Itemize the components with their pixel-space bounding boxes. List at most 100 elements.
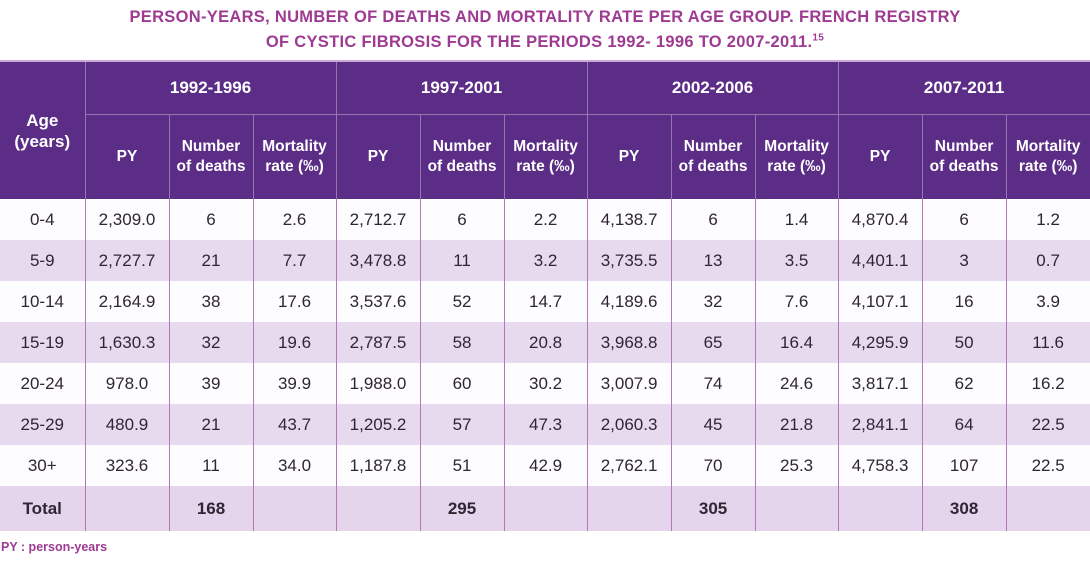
cell-deaths: 32 <box>670 281 756 322</box>
total-deaths-2002-2006: 305 <box>670 486 756 531</box>
subheader-py-4: PY <box>837 113 923 199</box>
cell-py: 2,164.9 <box>84 281 169 322</box>
subheader-deaths-1: Number of deaths <box>168 113 253 199</box>
age-label: 0-4 <box>29 209 55 229</box>
cell-deaths: 6 <box>168 199 253 240</box>
cell-py: 1,187.8 <box>335 445 421 486</box>
table-row-age-0-4: 0-4 2,309.0 6 2.6 2,712.7 6 2.2 4,138.7 … <box>0 199 1090 240</box>
cell-mortality: 16.4 <box>754 322 839 363</box>
subheader-deaths-4: Number of deaths <box>921 113 1007 199</box>
cell-py: 4,870.4 <box>837 199 923 240</box>
cell-deaths: 11 <box>419 240 505 281</box>
cell-py: 978.0 <box>84 363 169 404</box>
total-empty-py <box>837 486 923 531</box>
age-label: 30+ <box>27 455 57 475</box>
cell-mortality: 2.2 <box>503 199 588 240</box>
table-row-age-15-19: 15-19 1,630.3 32 19.6 2,787.5 58 20.8 3,… <box>0 322 1090 363</box>
cell-deaths: 50 <box>921 322 1007 363</box>
cell-deaths: 21 <box>168 404 253 445</box>
cell-deaths: 11 <box>168 445 253 486</box>
cell-deaths: 6 <box>670 199 756 240</box>
age-label: 10-14 <box>20 291 64 311</box>
table-row-age-20-24: 20-24 978.0 39 39.9 1,988.0 60 30.2 3,00… <box>0 363 1090 404</box>
period-header-row: Age (years) 1992-1996 1997-2001 2002-200… <box>0 61 1090 199</box>
cell-deaths: 13 <box>670 240 756 281</box>
title-line-1: PERSON-YEARS, NUMBER OF DEATHS AND MORTA… <box>129 8 961 26</box>
cell-mortality: 3.5 <box>754 240 839 281</box>
cell-py: 2,060.3 <box>586 404 672 445</box>
cell-py: 2,787.5 <box>335 322 421 363</box>
cell-mortality: 21.8 <box>754 404 839 445</box>
cell-mortality: 7.6 <box>754 281 839 322</box>
period-header-1997-2001: 1997-2001 <box>335 61 588 114</box>
age-label: 5-9 <box>29 250 55 270</box>
period-header-2002-2006: 2002-2006 <box>586 61 839 114</box>
subheader-py-3: PY <box>586 113 672 199</box>
cell-mortality: 22.5 <box>1005 404 1090 445</box>
cell-mortality: 11.6 <box>1005 322 1090 363</box>
cell-mortality: 24.6 <box>754 363 839 404</box>
cell-mortality: 22.5 <box>1005 445 1090 486</box>
sub-header-row: PY Number of deaths Mortality rate (‰) P… <box>0 113 1090 199</box>
cell-deaths: 32 <box>168 322 253 363</box>
cell-py: 1,630.3 <box>84 322 169 363</box>
cell-py: 2,841.1 <box>837 404 923 445</box>
cell-deaths: 3 <box>921 240 1007 281</box>
total-deaths-2007-2011: 308 <box>921 486 1007 531</box>
cell-py: 1,205.2 <box>335 404 421 445</box>
cell-py: 1,988.0 <box>335 363 421 404</box>
cell-deaths: 70 <box>670 445 756 486</box>
cell-deaths: 74 <box>670 363 756 404</box>
cell-py: 4,295.9 <box>837 322 923 363</box>
cell-mortality: 39.9 <box>252 363 337 404</box>
cell-mortality: 16.2 <box>1005 363 1090 404</box>
cell-deaths: 64 <box>921 404 1007 445</box>
total-empty-py <box>335 486 421 531</box>
period-header-2007-2011: 2007-2011 <box>837 61 1090 114</box>
py-footnote: PY : person-years <box>1 540 108 554</box>
table-row-age-10-14: 10-14 2,164.9 38 17.6 3,537.6 52 14.7 4,… <box>0 281 1090 322</box>
cell-py: 480.9 <box>84 404 169 445</box>
cell-py: 2,762.1 <box>586 445 672 486</box>
cell-deaths: 52 <box>419 281 505 322</box>
subheader-mortality-3: Mortality rate (‰) <box>754 113 839 199</box>
total-empty-mortality <box>1005 486 1090 531</box>
age-label: 15-19 <box>20 332 64 352</box>
subheader-mortality-1: Mortality rate (‰) <box>252 113 337 199</box>
table-title: PERSON-YEARS, NUMBER OF DEATHS AND MORTA… <box>0 0 1090 55</box>
subheader-deaths-2: Number of deaths <box>419 113 505 199</box>
subheader-deaths-3: Number of deaths <box>670 113 756 199</box>
subheader-py-2: PY <box>335 113 421 199</box>
cell-deaths: 58 <box>419 322 505 363</box>
cell-mortality: 1.4 <box>754 199 839 240</box>
cell-py: 3,007.9 <box>586 363 672 404</box>
cell-mortality: 47.3 <box>503 404 588 445</box>
cell-py: 4,138.7 <box>586 199 672 240</box>
cell-py: 3,968.8 <box>586 322 672 363</box>
cell-deaths: 45 <box>670 404 756 445</box>
cell-mortality: 3.9 <box>1005 281 1090 322</box>
cell-deaths: 65 <box>670 322 756 363</box>
cell-deaths: 38 <box>168 281 253 322</box>
total-empty-mortality <box>252 486 337 531</box>
cell-deaths: 39 <box>168 363 253 404</box>
subheader-mortality-2: Mortality rate (‰) <box>503 113 588 199</box>
total-empty-py <box>84 486 169 531</box>
total-empty-mortality <box>503 486 588 531</box>
table-row-age-5-9: 5-9 2,727.7 21 7.7 3,478.8 11 3.2 3,735.… <box>0 240 1090 281</box>
cell-py: 4,107.1 <box>837 281 923 322</box>
cell-mortality: 34.0 <box>252 445 337 486</box>
cell-mortality: 20.8 <box>503 322 588 363</box>
cell-py: 3,537.6 <box>335 281 421 322</box>
cell-mortality: 19.6 <box>252 322 337 363</box>
cell-mortality: 1.2 <box>1005 199 1090 240</box>
cell-py: 3,735.5 <box>586 240 672 281</box>
cell-deaths: 21 <box>168 240 253 281</box>
cell-mortality: 14.7 <box>503 281 588 322</box>
cell-mortality: 0.7 <box>1005 240 1090 281</box>
total-empty-py <box>586 486 672 531</box>
cell-mortality: 17.6 <box>252 281 337 322</box>
title-line-2: OF CYSTIC FIBROSIS FOR THE PERIODS 1992-… <box>0 30 1090 55</box>
cell-mortality: 2.6 <box>252 199 337 240</box>
cell-deaths: 60 <box>419 363 505 404</box>
